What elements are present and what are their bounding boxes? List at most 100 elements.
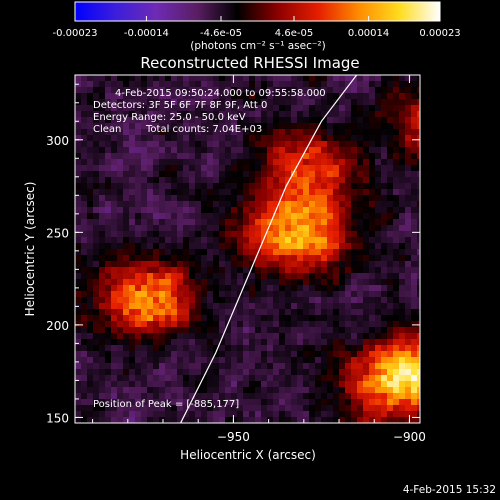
heatmap-cell bbox=[303, 135, 310, 142]
heatmap-cell bbox=[345, 411, 352, 418]
heatmap-cell bbox=[393, 309, 400, 316]
heatmap-cell bbox=[315, 375, 322, 382]
heatmap-cell bbox=[417, 381, 420, 388]
heatmap-cell bbox=[135, 297, 142, 304]
heatmap-cell bbox=[213, 315, 220, 322]
heatmap-cell bbox=[303, 381, 310, 388]
heatmap-cell bbox=[387, 165, 394, 172]
heatmap-cell bbox=[381, 171, 388, 178]
heatmap-cell bbox=[369, 225, 376, 232]
heatmap-cell bbox=[291, 237, 298, 244]
heatmap-cell bbox=[315, 129, 322, 136]
heatmap-cell bbox=[201, 309, 208, 316]
heatmap-cell bbox=[99, 267, 106, 274]
heatmap-cell bbox=[99, 249, 106, 256]
heatmap-cell bbox=[153, 183, 160, 190]
heatmap-cell bbox=[315, 399, 322, 406]
heatmap-cell bbox=[345, 399, 352, 406]
heatmap-cell bbox=[351, 105, 358, 112]
heatmap-cell bbox=[147, 177, 154, 184]
heatmap-cell bbox=[231, 321, 238, 328]
heatmap-cell bbox=[351, 177, 358, 184]
heatmap-cell bbox=[183, 237, 190, 244]
heatmap-cell bbox=[213, 339, 220, 346]
heatmap-cell bbox=[285, 207, 292, 214]
heatmap-cell bbox=[165, 411, 172, 418]
heatmap-cell bbox=[237, 303, 244, 310]
heatmap-cell bbox=[285, 123, 292, 130]
heatmap-cell bbox=[399, 333, 406, 340]
heatmap-cell bbox=[219, 351, 226, 358]
heatmap-cell bbox=[345, 195, 352, 202]
heatmap-cell bbox=[309, 273, 316, 280]
heatmap-cell bbox=[231, 189, 238, 196]
heatmap-cell bbox=[207, 153, 214, 160]
heatmap-cell bbox=[357, 369, 364, 376]
heatmap-cell bbox=[141, 201, 148, 208]
heatmap-cell bbox=[339, 285, 346, 292]
heatmap-cell bbox=[171, 219, 178, 226]
heatmap-cell bbox=[411, 165, 418, 172]
heatmap-cell bbox=[93, 231, 100, 238]
heatmap-cell bbox=[279, 159, 286, 166]
heatmap-cell bbox=[123, 93, 130, 100]
heatmap-cell bbox=[87, 381, 94, 388]
heatmap-cell bbox=[411, 411, 418, 418]
heatmap-cell bbox=[375, 123, 382, 130]
heatmap-cell bbox=[375, 381, 382, 388]
heatmap-cell bbox=[357, 159, 364, 166]
heatmap-cell bbox=[405, 267, 412, 274]
heatmap-cell bbox=[183, 315, 190, 322]
heatmap-cell bbox=[147, 159, 154, 166]
heatmap-cell bbox=[201, 315, 208, 322]
heatmap-cell bbox=[273, 117, 280, 124]
heatmap-cell bbox=[183, 291, 190, 298]
heatmap-cell bbox=[81, 411, 88, 418]
heatmap-cell bbox=[225, 387, 232, 394]
heatmap-cell bbox=[297, 327, 304, 334]
heatmap-cell bbox=[393, 387, 400, 394]
heatmap-cell bbox=[141, 315, 148, 322]
heatmap-cell bbox=[285, 327, 292, 334]
heatmap-cell bbox=[111, 273, 118, 280]
heatmap-cell bbox=[195, 93, 202, 100]
heatmap-cell bbox=[111, 225, 118, 232]
heatmap-cell bbox=[351, 315, 358, 322]
colorbar-tick-label: -0.00023 bbox=[53, 28, 98, 39]
heatmap-cell bbox=[183, 105, 190, 112]
heatmap-cell bbox=[297, 363, 304, 370]
heatmap-cell bbox=[141, 267, 148, 274]
heatmap-cell bbox=[183, 399, 190, 406]
heatmap-cell bbox=[381, 147, 388, 154]
heatmap-cell bbox=[333, 147, 340, 154]
heatmap-cell bbox=[279, 195, 286, 202]
heatmap-cell bbox=[135, 387, 142, 394]
heatmap-cell bbox=[297, 93, 304, 100]
heatmap-cell bbox=[141, 231, 148, 238]
heatmap-cell bbox=[147, 381, 154, 388]
heatmap-cell bbox=[177, 207, 184, 214]
heatmap-cell bbox=[345, 375, 352, 382]
heatmap-cell bbox=[189, 411, 196, 418]
heatmap-cell bbox=[405, 201, 412, 208]
heatmap-cell bbox=[351, 135, 358, 142]
heatmap-cell bbox=[387, 93, 394, 100]
heatmap-cell bbox=[303, 321, 310, 328]
heatmap-cell bbox=[327, 189, 334, 196]
heatmap-cell bbox=[273, 273, 280, 280]
heatmap-cell bbox=[399, 129, 406, 136]
heatmap-cell bbox=[153, 393, 160, 400]
heatmap-cell bbox=[231, 291, 238, 298]
heatmap-cell bbox=[303, 195, 310, 202]
heatmap-cell bbox=[411, 267, 418, 274]
heatmap-cell bbox=[285, 345, 292, 352]
heatmap-cell bbox=[303, 345, 310, 352]
heatmap-cell bbox=[219, 363, 226, 370]
heatmap-cell bbox=[99, 129, 106, 136]
heatmap-cell bbox=[417, 309, 420, 316]
heatmap-cell bbox=[225, 213, 232, 220]
heatmap-cell bbox=[159, 411, 166, 418]
heatmap-cell bbox=[411, 297, 418, 304]
heatmap-cell bbox=[159, 117, 166, 124]
heatmap-cell bbox=[345, 273, 352, 280]
